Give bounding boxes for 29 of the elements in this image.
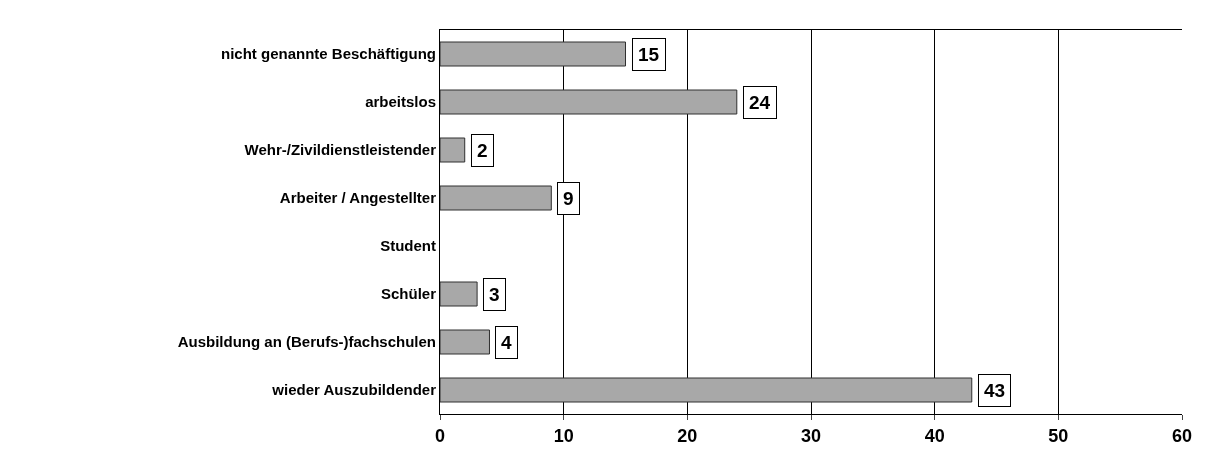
data-label: 15 bbox=[638, 44, 660, 65]
y-tick-label: Arbeiter / Angestellter bbox=[279, 189, 437, 207]
data-label: 9 bbox=[563, 188, 574, 209]
y-tick-label: Schüler bbox=[380, 285, 437, 303]
x-tick-label: 30 bbox=[800, 425, 822, 446]
y-tick-label: Wehr-/Zivildienstleistender bbox=[244, 141, 437, 159]
data-label: 2 bbox=[477, 140, 488, 161]
bar bbox=[440, 377, 973, 403]
data-label: 4 bbox=[501, 332, 512, 353]
y-tick-label: Ausbildung an (Berufs-)fachschulen bbox=[177, 333, 436, 351]
x-tick-label: 50 bbox=[1048, 425, 1069, 446]
x-tick-label: 60 bbox=[1171, 425, 1193, 446]
bar bbox=[440, 329, 490, 355]
bar bbox=[440, 89, 738, 115]
y-tick-label: arbeitslos bbox=[365, 93, 436, 111]
data-label: 43 bbox=[984, 380, 1006, 401]
y-tick-label: nicht genannte Beschäftigung bbox=[220, 45, 436, 63]
data-label: 3 bbox=[489, 284, 500, 305]
bar bbox=[440, 41, 626, 67]
x-tick-label: 0 bbox=[434, 425, 446, 446]
bar bbox=[440, 137, 466, 163]
x-tick-label: 10 bbox=[553, 425, 574, 446]
data-label: 24 bbox=[749, 92, 771, 113]
bar bbox=[440, 281, 478, 307]
x-tick-label: 20 bbox=[677, 425, 698, 446]
x-tick-label: 40 bbox=[924, 425, 945, 446]
bar bbox=[440, 185, 552, 211]
y-tick-label: Student bbox=[380, 237, 436, 255]
y-tick-label: wieder Auszubildender bbox=[271, 381, 437, 399]
